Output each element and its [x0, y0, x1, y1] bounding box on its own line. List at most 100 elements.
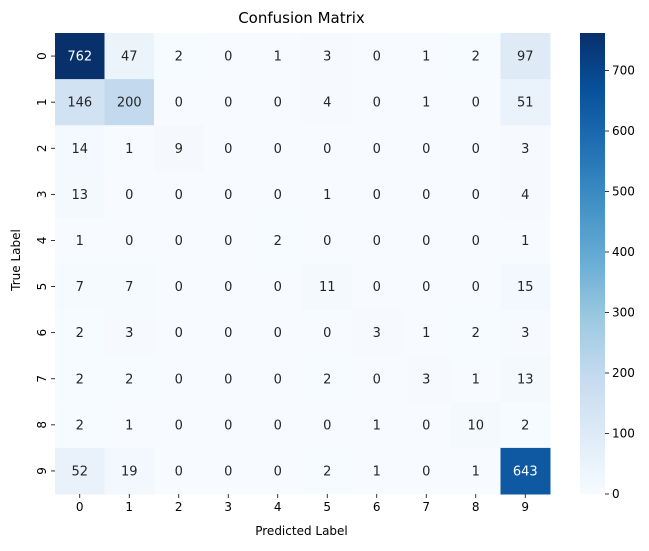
cell-value-label-1-2: 0: [175, 96, 183, 111]
cell-value-label-8-6: 1: [373, 418, 381, 433]
cell-value-label-8-3: 0: [224, 418, 232, 433]
x-tick-label-9: 9: [521, 500, 529, 514]
cell-value-label-3-2: 0: [175, 188, 183, 203]
x-axis: 0 1 2 3 4 5 6 7 8 9: [76, 494, 529, 514]
heatmap-cell-8-7: [401, 401, 452, 449]
heatmap-cells: [55, 33, 551, 495]
heatmap-cell-2-4: [253, 125, 303, 172]
heatmap-cell-4-9: [500, 217, 551, 264]
cell-value-label-5-7: 0: [422, 280, 430, 295]
cell-value-label-8-5: 0: [323, 418, 331, 433]
y-tick-label-0: 0: [35, 52, 49, 60]
x-tick-label-6: 6: [373, 500, 381, 514]
heatmap-cell-0-4: [253, 33, 303, 80]
heatmap-cell-9-6: [352, 447, 402, 495]
heatmap-cell-9-9: [500, 447, 551, 495]
heatmap-cell-1-5: [302, 79, 353, 126]
heatmap-cell-2-3: [203, 125, 254, 172]
x-tick-label-1: 1: [125, 500, 133, 514]
cell-value-label-9-9: 643: [513, 464, 538, 479]
cell-value-label-4-9: 1: [521, 234, 529, 249]
cell-value-label-6-2: 0: [175, 326, 183, 341]
cell-value-label-8-1: 1: [125, 418, 133, 433]
cell-value-label-3-7: 0: [422, 188, 430, 203]
cell-value-label-3-3: 0: [224, 188, 232, 203]
cell-value-label-7-4: 0: [274, 372, 282, 387]
cell-value-label-7-0: 2: [76, 372, 84, 387]
heatmap-cell-5-6: [352, 263, 402, 311]
x-tick-label-2: 2: [175, 500, 183, 514]
cell-value-label-1-6: 0: [373, 96, 381, 111]
cell-value-label-1-9: 51: [517, 96, 534, 111]
cell-value-label-6-8: 2: [472, 326, 480, 341]
heatmap-cell-7-5: [302, 355, 353, 403]
heatmap-cell-1-7: [401, 79, 452, 126]
y-tick-label-7: 7: [35, 375, 49, 383]
cell-value-label-3-4: 0: [274, 188, 282, 203]
cell-value-label-2-1: 1: [125, 142, 133, 157]
cell-value-label-9-4: 0: [274, 464, 282, 479]
heatmap-cell-2-9: [500, 125, 551, 172]
cell-value-label-2-9: 3: [521, 142, 529, 157]
cell-value-label-3-1: 0: [125, 188, 133, 203]
heatmap-cell-7-0: [55, 355, 105, 403]
cell-value-label-9-0: 52: [71, 464, 88, 479]
cell-value-label-5-2: 0: [175, 280, 183, 295]
cell-value-label-4-8: 0: [472, 234, 480, 249]
cell-value-label-5-6: 0: [373, 280, 381, 295]
cell-value-label-8-0: 2: [76, 418, 84, 433]
cell-value-label-4-7: 0: [422, 234, 430, 249]
cell-value-label-0-3: 0: [224, 50, 232, 65]
heatmap-cell-0-9: [500, 33, 551, 80]
colorbar-gradient: [580, 33, 605, 494]
heatmap-cell-8-9: [500, 401, 551, 449]
cell-value-label-4-4: 2: [274, 234, 282, 249]
cell-value-label-4-2: 0: [175, 234, 183, 249]
cell-value-label-7-2: 0: [175, 372, 183, 387]
cell-value-label-1-5: 4: [323, 96, 331, 111]
cell-value-label-4-6: 0: [373, 234, 381, 249]
heatmap-cell-1-8: [451, 79, 501, 126]
heatmap-cell-9-1: [104, 447, 155, 495]
x-tick-label-3: 3: [224, 500, 232, 514]
heatmap-cell-9-5: [302, 447, 353, 495]
heatmap-cell-5-9: [500, 263, 551, 311]
heatmap-cell-6-5: [302, 309, 353, 357]
cell-value-label-9-6: 1: [373, 464, 381, 479]
cell-value-label-0-4: 1: [274, 50, 282, 65]
heatmap-cell-0-8: [451, 33, 501, 80]
heatmap-cell-1-6: [352, 79, 402, 126]
heatmap-cell-4-1: [104, 217, 155, 264]
heatmap-cell-3-7: [401, 171, 452, 218]
cell-value-label-7-9: 13: [517, 372, 534, 387]
heatmap-cell-9-2: [154, 447, 204, 495]
cell-value-label-5-3: 0: [224, 280, 232, 295]
cell-value-label-2-5: 0: [323, 142, 331, 157]
cell-value-label-7-1: 2: [125, 372, 133, 387]
cell-value-label-1-1: 200: [117, 96, 142, 111]
cell-value-label-0-1: 47: [121, 50, 138, 65]
colorbar-tick-label-6: 600: [612, 124, 635, 138]
cell-value-label-1-3: 0: [224, 96, 232, 111]
cell-value-label-1-7: 1: [422, 96, 430, 111]
heatmap-cell-1-3: [203, 79, 254, 126]
cell-value-label-5-5: 11: [319, 280, 336, 295]
y-tick-label-3: 3: [35, 191, 49, 199]
heatmap-cell-3-8: [451, 171, 501, 218]
colorbar-tick-label-1: 100: [612, 427, 635, 441]
cell-value-label-2-4: 0: [274, 142, 282, 157]
y-tick-label-6: 6: [35, 329, 49, 337]
y-tick-label-9: 9: [35, 467, 49, 475]
heatmap-cell-4-0: [55, 217, 105, 264]
heatmap-cell-4-7: [401, 217, 452, 264]
cell-value-label-7-6: 0: [373, 372, 381, 387]
cell-value-label-0-9: 97: [517, 50, 534, 65]
colorbar-tick-label-2: 200: [612, 366, 635, 380]
heatmap-cell-9-4: [253, 447, 303, 495]
cell-value-label-0-6: 0: [373, 50, 381, 65]
cell-value-label-2-2: 9: [175, 142, 183, 157]
heatmap-cell-5-5: [302, 263, 353, 311]
cell-value-label-4-0: 1: [76, 234, 84, 249]
heatmap-cell-4-3: [203, 217, 254, 264]
